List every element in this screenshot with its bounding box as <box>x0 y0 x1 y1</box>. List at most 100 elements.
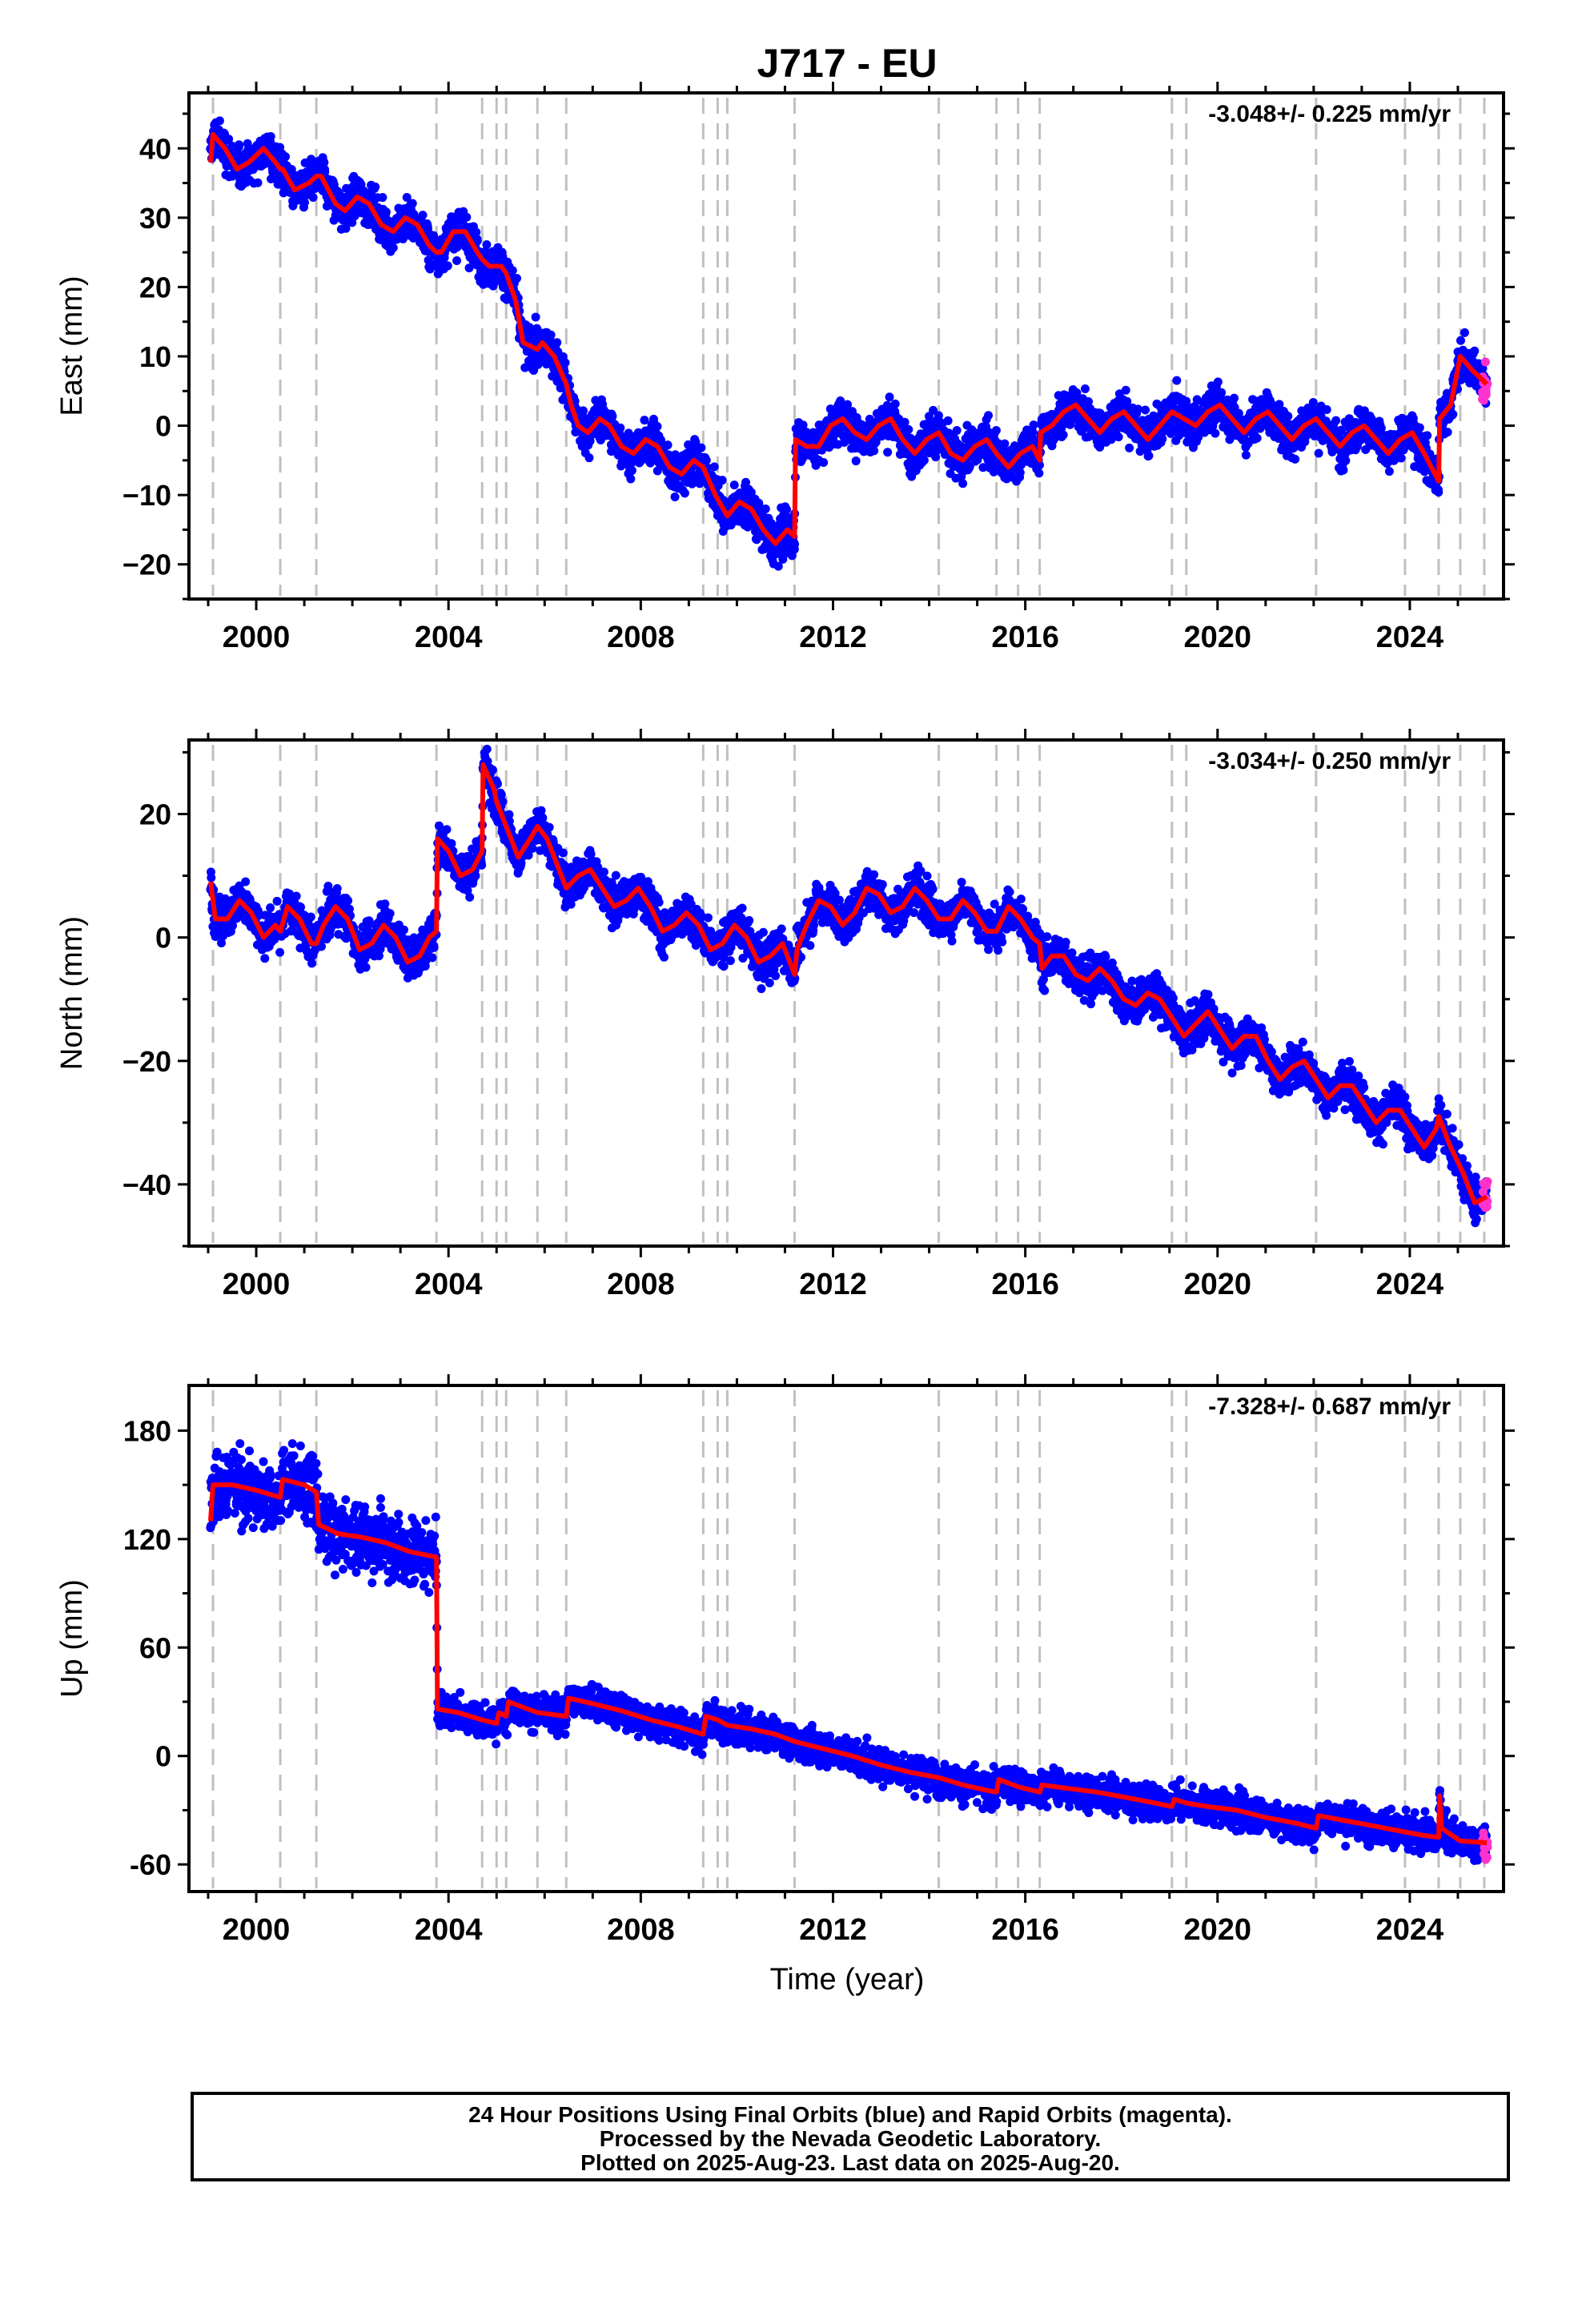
data-point <box>697 443 706 452</box>
data-point <box>1114 432 1123 442</box>
data-point <box>307 959 316 968</box>
data-point <box>1415 423 1424 432</box>
y-tick-label: 40 <box>139 132 171 165</box>
data-point <box>729 480 739 490</box>
data-point <box>508 266 517 275</box>
data-point <box>958 479 968 489</box>
data-point <box>275 947 285 957</box>
data-point <box>1000 439 1010 448</box>
y-tick-label: 0 <box>155 410 171 443</box>
data-point <box>464 263 474 273</box>
data-point <box>1252 433 1262 443</box>
data-point <box>234 142 243 151</box>
data-point <box>670 492 680 501</box>
data-point <box>552 338 562 348</box>
data-point <box>1230 393 1239 403</box>
data-point <box>1470 346 1480 356</box>
data-point <box>984 411 994 420</box>
y-tick-label: 30 <box>139 202 171 235</box>
plot-frame <box>187 91 1505 601</box>
data-point <box>761 504 770 513</box>
data-point <box>531 312 540 322</box>
data-point <box>388 243 398 252</box>
data-point <box>1384 467 1394 476</box>
final-orbit-points <box>206 745 1492 1228</box>
final-orbit-points <box>206 116 1491 571</box>
data-point <box>215 116 224 126</box>
data-point <box>790 540 800 549</box>
data-point <box>266 903 275 913</box>
data-point <box>578 406 588 416</box>
data-point <box>616 423 625 432</box>
data-point <box>1144 451 1154 460</box>
data-point <box>851 456 861 466</box>
x-tick-label: 2016 <box>991 621 1059 654</box>
data-point <box>717 476 727 485</box>
data-point <box>782 505 792 514</box>
y-tick-label: 10 <box>139 340 171 373</box>
data-point <box>1443 428 1452 437</box>
x-tick-label: 2024 <box>1376 621 1444 654</box>
data-point <box>709 462 719 472</box>
data-point <box>1121 385 1130 395</box>
data-point <box>652 422 662 432</box>
data-point <box>1456 336 1465 345</box>
data-point <box>241 877 251 887</box>
data-point <box>482 239 492 249</box>
rapid-data-point <box>1480 357 1490 367</box>
data-point <box>919 456 929 465</box>
data-point <box>272 896 282 906</box>
data-point <box>452 256 462 266</box>
y-tick-label: −20 <box>122 549 171 581</box>
x-tick-label: 2012 <box>799 621 867 654</box>
data-point <box>1217 388 1227 397</box>
data-point <box>904 424 913 434</box>
data-point <box>626 474 636 484</box>
y-axis-label: East (mm) <box>55 275 89 416</box>
chart-title: J717 - EU <box>757 41 937 86</box>
data-point <box>943 416 953 425</box>
data-point <box>253 178 263 187</box>
data-point <box>1172 376 1182 385</box>
data-point <box>1314 448 1323 458</box>
rapid-data-point <box>1478 394 1488 404</box>
data-point <box>1331 416 1341 425</box>
panel-north: 2000 2004 2008 2012 2016 2020 2024−40−20020Nor… <box>55 729 1515 1301</box>
data-point <box>1283 412 1293 421</box>
data-point <box>680 489 689 498</box>
x-tick-label: 2020 <box>1184 621 1252 654</box>
data-point <box>443 261 452 271</box>
data-point <box>991 425 1001 435</box>
data-point <box>308 192 318 202</box>
data-point <box>1029 420 1038 430</box>
data-point <box>512 274 522 283</box>
data-point <box>1291 454 1300 464</box>
data-point <box>1322 405 1331 415</box>
data-point <box>584 453 594 463</box>
data-point <box>1460 328 1469 337</box>
data-point <box>260 954 270 963</box>
data-point <box>408 199 417 208</box>
y-tick-label: −10 <box>122 479 171 512</box>
data-point <box>819 458 829 468</box>
data-point <box>1339 465 1348 475</box>
data-point <box>1213 377 1223 387</box>
data-point <box>546 330 556 340</box>
data-point <box>1015 468 1025 477</box>
data-point <box>1396 453 1406 463</box>
data-point <box>371 182 380 191</box>
data-point <box>462 212 472 222</box>
data-point <box>663 440 673 450</box>
data-point <box>281 152 291 162</box>
data-point <box>266 131 275 141</box>
data-point <box>560 358 570 368</box>
data-point <box>1448 409 1458 419</box>
x-tick-label: 2004 <box>415 621 483 654</box>
data-point <box>418 211 428 220</box>
data-point <box>1034 468 1044 478</box>
x-axis-label: Time (year) <box>770 1963 925 1996</box>
data-point <box>883 448 893 457</box>
data-point <box>952 426 962 436</box>
data-point <box>1141 405 1150 415</box>
